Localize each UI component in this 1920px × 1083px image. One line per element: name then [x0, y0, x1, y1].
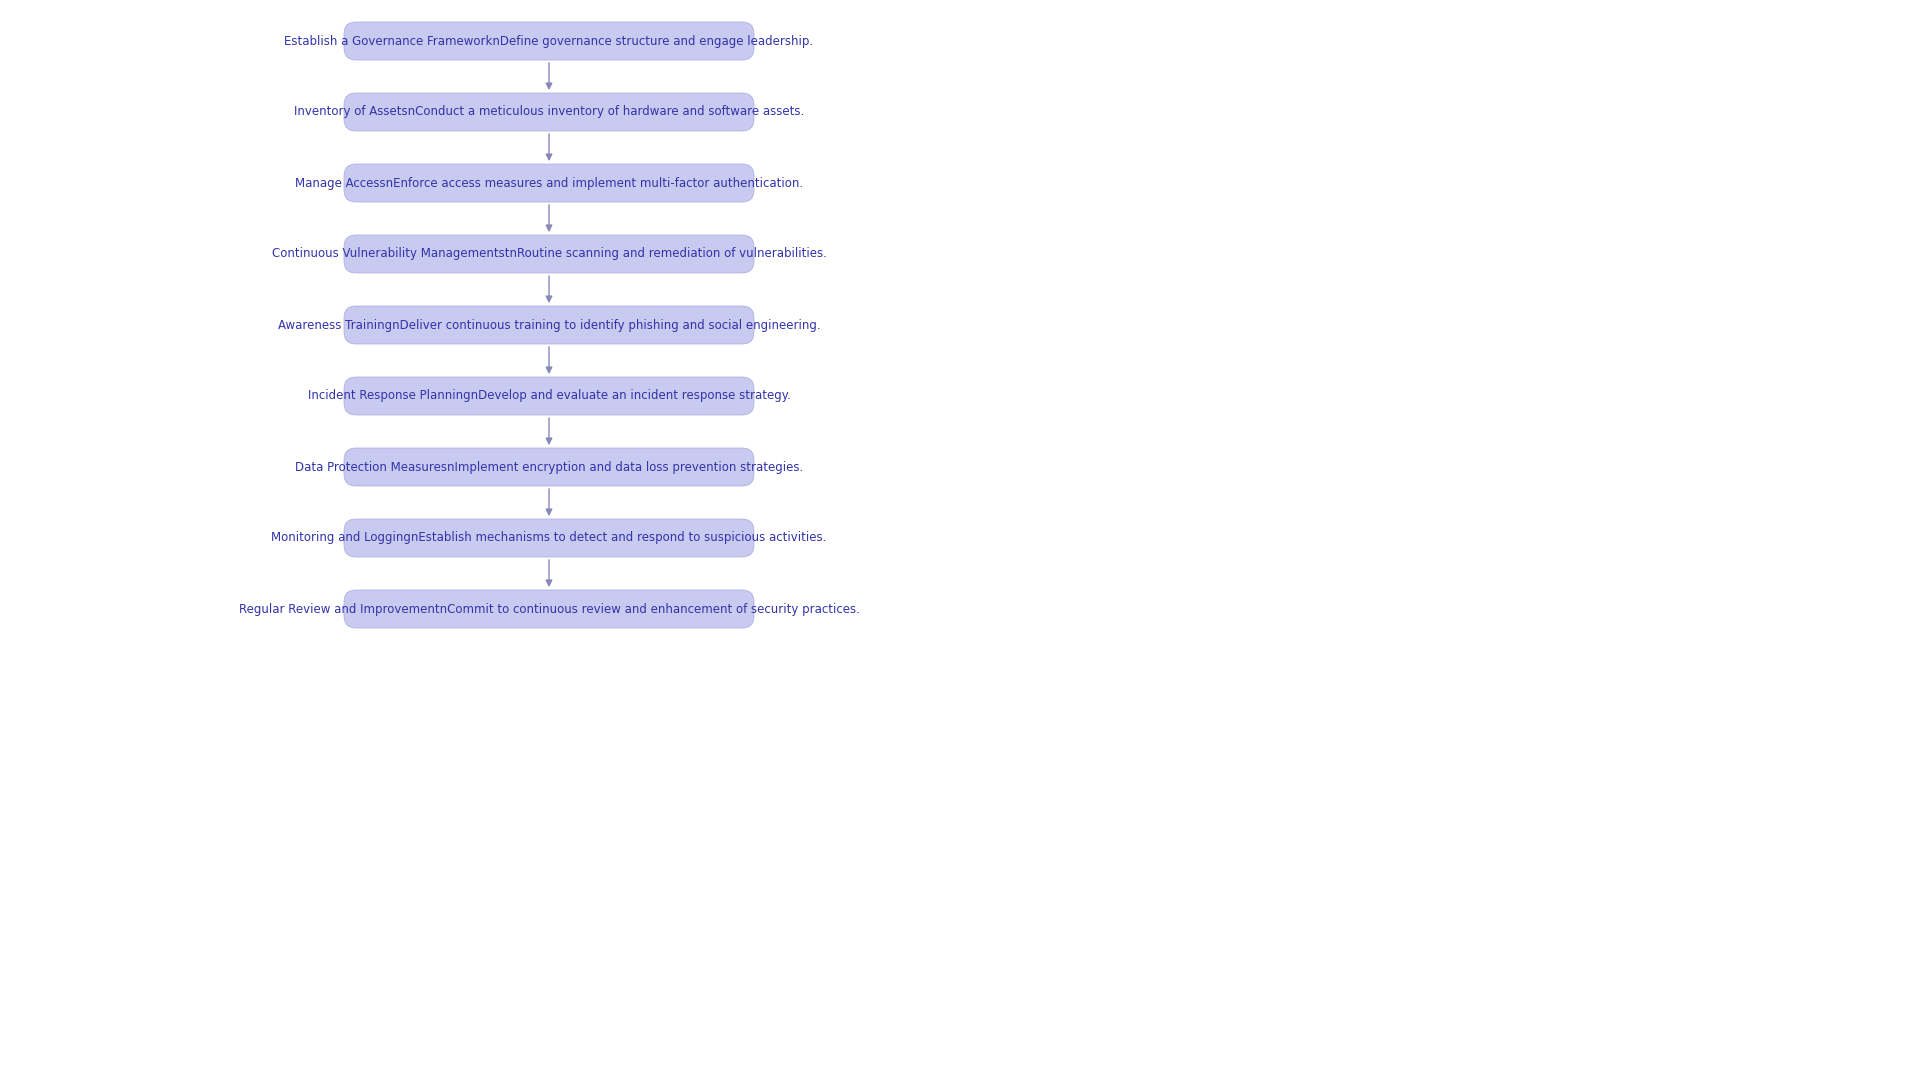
Text: Monitoring and LoggingnEstablish mechanisms to detect and respond to suspicious : Monitoring and LoggingnEstablish mechani… — [271, 532, 828, 545]
Text: Data Protection MeasuresnImplement encryption and data loss prevention strategie: Data Protection MeasuresnImplement encry… — [296, 460, 803, 473]
Text: Manage AccessnEnforce access measures and implement multi-factor authentication.: Manage AccessnEnforce access measures an… — [296, 177, 803, 190]
Text: Continuous Vulnerability ManagementstnRoutine scanning and remediation of vulner: Continuous Vulnerability ManagementstnRo… — [271, 248, 826, 261]
FancyBboxPatch shape — [344, 235, 755, 273]
Text: Regular Review and ImprovementnCommit to continuous review and enhancement of se: Regular Review and ImprovementnCommit to… — [238, 602, 860, 615]
FancyBboxPatch shape — [344, 22, 755, 60]
Text: Incident Response PlanningnDevelop and evaluate an incident response strategy.: Incident Response PlanningnDevelop and e… — [307, 390, 791, 403]
FancyBboxPatch shape — [344, 93, 755, 131]
FancyBboxPatch shape — [344, 590, 755, 628]
Text: Establish a Governance FrameworknDefine governance structure and engage leadersh: Establish a Governance FrameworknDefine … — [284, 35, 814, 48]
FancyBboxPatch shape — [344, 448, 755, 486]
FancyBboxPatch shape — [344, 519, 755, 557]
FancyBboxPatch shape — [344, 377, 755, 415]
FancyBboxPatch shape — [344, 164, 755, 203]
FancyBboxPatch shape — [344, 306, 755, 344]
Text: Inventory of AssetsnConduct a meticulous inventory of hardware and software asse: Inventory of AssetsnConduct a meticulous… — [294, 105, 804, 118]
Text: Awareness TrainingnDeliver continuous training to identify phishing and social e: Awareness TrainingnDeliver continuous tr… — [278, 318, 820, 331]
